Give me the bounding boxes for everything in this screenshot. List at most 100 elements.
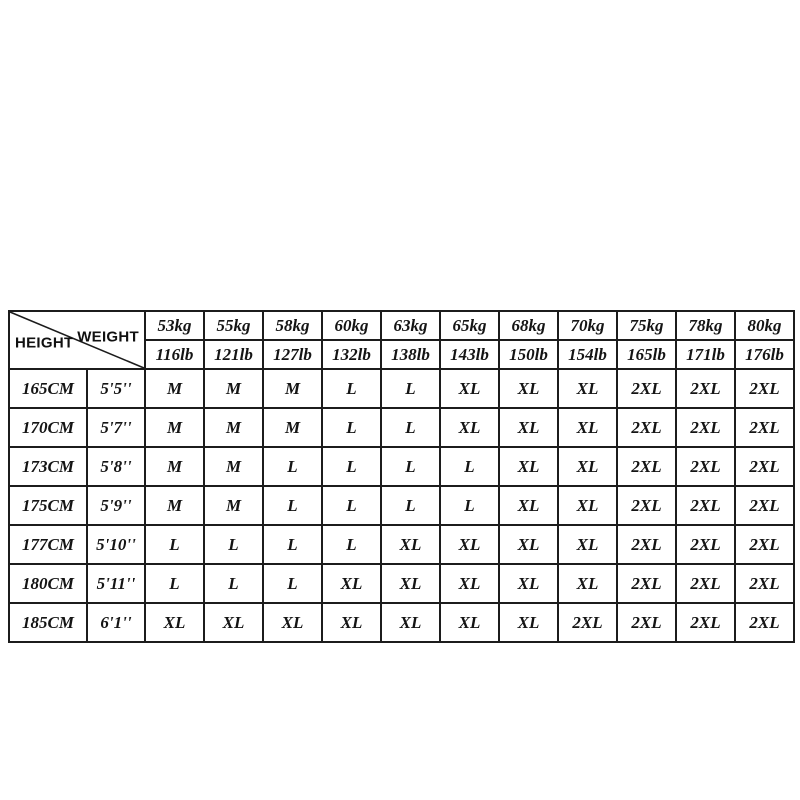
size-cell: L [262,524,323,565]
size-cell: XL [439,602,500,643]
weight-kg-header: 53kg [144,310,205,341]
size-cell: XL [557,407,618,448]
size-cell: 2XL [616,446,677,487]
size-cell: XL [498,446,559,487]
height-cm-cell: 185CM [8,602,88,643]
size-cell: M [144,446,205,487]
size-cell: L [380,485,441,526]
size-cell: L [144,563,205,604]
size-cell: L [262,563,323,604]
size-cell: XL [498,563,559,604]
size-cell: M [203,485,264,526]
table-row: 180CM 5'11'' L L L XL XL XL XL XL 2XL 2X… [8,563,795,604]
height-cm-cell: 180CM [8,563,88,604]
size-cell: 2XL [675,485,736,526]
size-cell: 2XL [734,602,795,643]
height-ft-cell: 5'11'' [86,563,146,604]
size-cell: L [262,485,323,526]
size-cell: XL [439,524,500,565]
size-cell: L [321,407,382,448]
size-cell: XL [380,563,441,604]
weight-lb-header: 154lb [557,339,618,370]
size-cell: M [203,368,264,409]
size-cell: 2XL [616,602,677,643]
header-row-lb: 116lb 121lb 127lb 132lb 138lb 143lb 150l… [9,339,795,370]
size-cell: XL [321,563,382,604]
size-cell: 2XL [675,524,736,565]
height-cm-cell: 170CM [8,407,88,448]
size-cell: XL [498,407,559,448]
size-cell: 2XL [734,485,795,526]
weight-kg-header: 65kg [439,310,500,341]
size-cell: 2XL [734,368,795,409]
weight-lb-header: 121lb [203,339,264,370]
table-row: 173CM 5'8'' M M L L L L XL XL 2XL 2XL 2X… [8,446,795,487]
size-cell: XL [439,407,500,448]
height-ft-cell: 5'7'' [86,407,146,448]
size-cell: L [321,368,382,409]
weight-lb-header: 143lb [439,339,500,370]
height-cm-cell: 175CM [8,485,88,526]
size-cell: L [321,485,382,526]
size-cell: XL [380,524,441,565]
size-cell: XL [262,602,323,643]
size-cell: XL [498,485,559,526]
height-ft-cell: 5'10'' [86,524,146,565]
weight-kg-header: 75kg [616,310,677,341]
size-cell: M [262,407,323,448]
height-axis-label: HEIGHT [15,334,74,352]
size-cell: 2XL [616,368,677,409]
weight-lb-header: 176lb [734,339,795,370]
weight-kg-header: 78kg [675,310,736,341]
weight-lb-header: 138lb [380,339,441,370]
size-cell: 2XL [675,446,736,487]
header-row-kg: HEIGHT WEIGHT 53kg 55kg 58kg 60kg 63kg 6… [8,310,795,370]
height-cm-cell: 177CM [8,524,88,565]
size-cell: L [439,446,500,487]
weight-kg-header: 63kg [380,310,441,341]
weight-kg-header: 70kg [557,310,618,341]
size-cell: M [203,407,264,448]
table-row: 170CM 5'7'' M M M L L XL XL XL 2XL 2XL 2… [8,407,795,448]
weight-lb-header: 171lb [675,339,736,370]
weight-kg-header: 55kg [203,310,264,341]
size-cell: 2XL [675,563,736,604]
size-cell: 2XL [675,602,736,643]
size-cell: L [321,524,382,565]
size-cell: 2XL [616,485,677,526]
weight-axis-label: WEIGHT [77,328,139,346]
diagonal-divider-line [10,312,144,368]
size-cell: XL [498,524,559,565]
size-chart-table: HEIGHT WEIGHT 53kg 55kg 58kg 60kg 63kg 6… [8,310,795,643]
height-cm-cell: 165CM [8,368,88,409]
size-cell: L [380,407,441,448]
size-cell: M [203,446,264,487]
size-cell: L [380,446,441,487]
size-cell: L [144,524,205,565]
size-cell: 2XL [557,602,618,643]
weight-kg-header: 80kg [734,310,795,341]
size-cell: 2XL [734,563,795,604]
size-cell: 2XL [616,407,677,448]
size-chart-container: HEIGHT WEIGHT 53kg 55kg 58kg 60kg 63kg 6… [8,310,795,643]
weight-lb-header: 127lb [262,339,323,370]
size-cell: M [144,368,205,409]
weight-lb-header: 165lb [616,339,677,370]
size-cell: 2XL [734,446,795,487]
size-cell: XL [144,602,205,643]
size-cell: 2XL [616,524,677,565]
weight-lb-header: 132lb [321,339,382,370]
height-ft-cell: 6'1'' [86,602,146,643]
size-cell: L [439,485,500,526]
size-cell: XL [498,602,559,643]
size-cell: L [380,368,441,409]
size-cell: 2XL [616,563,677,604]
corner-header-cell: HEIGHT WEIGHT [8,310,146,370]
table-row: 185CM 6'1'' XL XL XL XL XL XL XL 2XL 2XL… [8,602,795,643]
size-cell: XL [557,368,618,409]
table-row: 165CM 5'5'' M M M L L XL XL XL 2XL 2XL 2… [8,368,795,409]
size-cell: 2XL [734,407,795,448]
size-cell: XL [321,602,382,643]
table-row: 175CM 5'9'' M M L L L L XL XL 2XL 2XL 2X… [8,485,795,526]
